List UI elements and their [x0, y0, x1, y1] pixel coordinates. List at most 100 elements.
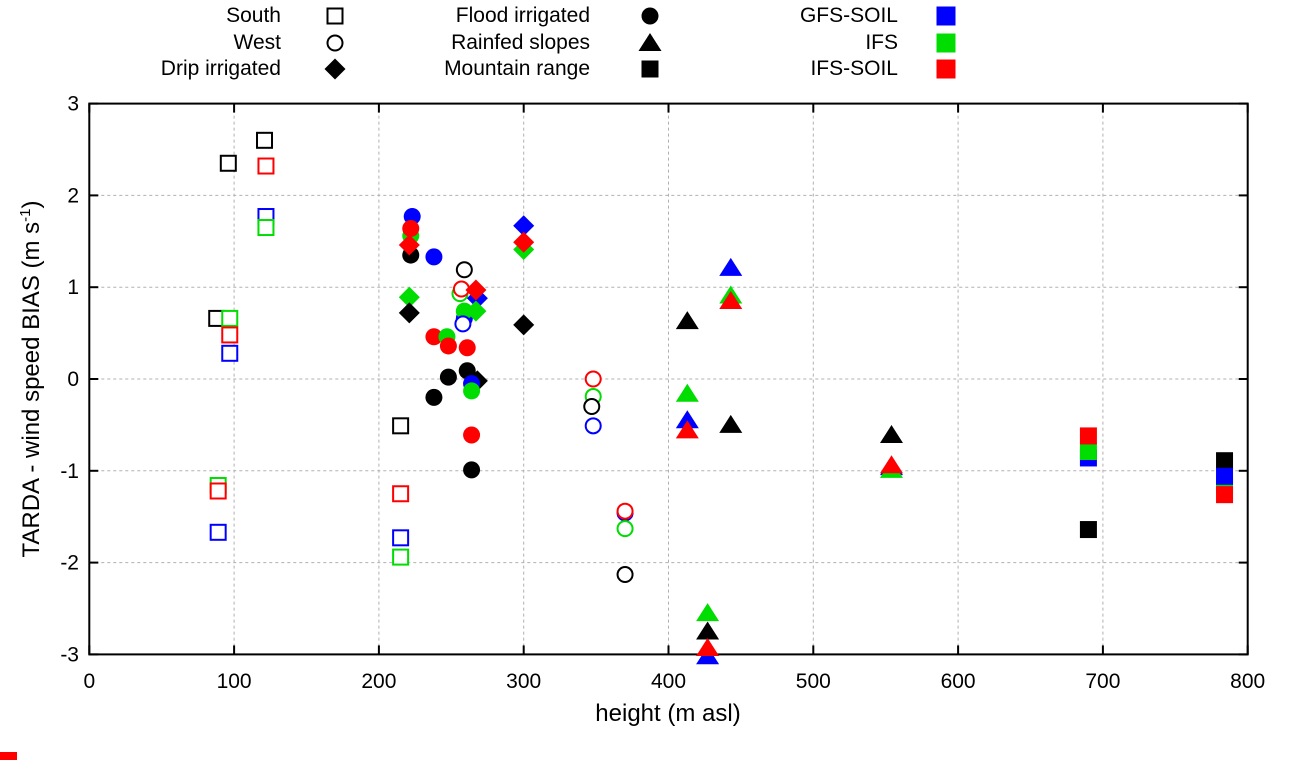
point-circle-red — [458, 339, 476, 357]
legend-marker-mountain-range — [633, 52, 667, 86]
legend-label-south: South — [226, 4, 281, 27]
legend-label-gfs-soil: GFS-SOIL — [799, 4, 898, 27]
point-square-red — [936, 59, 956, 79]
x-tick-label: 0 — [83, 670, 95, 693]
point-triangle-black — [719, 414, 743, 433]
x-tick-label: 400 — [651, 670, 686, 693]
y-tick-label: 2 — [67, 184, 79, 207]
y-tick-label: -2 — [60, 552, 79, 575]
point-triangle-black — [638, 33, 662, 51]
legend-marker-gfs-soil — [929, 0, 963, 33]
x-axis-title: height (m asl) — [595, 700, 741, 727]
point-triangle-blue — [719, 257, 743, 276]
ticks-layer — [88, 102, 1249, 656]
point-square-blue — [936, 6, 956, 26]
point-square-blue — [1216, 467, 1234, 485]
point-circle-black — [583, 398, 601, 416]
x-tick-label: 700 — [1085, 670, 1120, 693]
point-circle-red — [439, 337, 457, 355]
point-square-red — [1216, 486, 1234, 504]
legend-label-drip-irrigated: Drip irrigated — [160, 57, 281, 80]
point-circle-green — [463, 382, 481, 400]
x-tick-label: 500 — [796, 670, 831, 693]
point-square-red — [221, 326, 239, 344]
legend-label-mountain-range: Mountain range — [444, 57, 590, 80]
point-circle-black — [439, 368, 457, 386]
x-tick-label: 100 — [217, 670, 252, 693]
grid-layer — [89, 103, 1248, 655]
point-diamond-red — [465, 279, 487, 301]
point-circle-black — [326, 34, 344, 52]
point-triangle-red — [719, 290, 743, 309]
point-square-red — [392, 485, 410, 503]
point-triangle-black — [879, 424, 903, 443]
legend-label-west: West — [233, 31, 281, 54]
legend-marker-south — [318, 0, 352, 33]
point-square-black — [1216, 452, 1234, 470]
legend-marker-ifs-soil — [929, 52, 963, 86]
point-circle-black — [458, 362, 476, 380]
point-triangle-red — [675, 420, 699, 439]
point-circle-blue — [584, 417, 602, 435]
y-tick-label: 0 — [67, 368, 79, 391]
point-triangle-black — [696, 621, 720, 640]
point-triangle-green — [696, 603, 720, 622]
point-circle-green — [616, 520, 634, 538]
point-diamond-blue — [513, 215, 535, 237]
point-circle-black — [641, 7, 659, 25]
point-triangle-green — [675, 383, 699, 402]
point-circle-black — [425, 388, 443, 406]
point-square-green — [936, 33, 956, 53]
point-square-red — [209, 482, 227, 500]
point-circle-red — [402, 219, 420, 237]
point-circle-blue — [425, 248, 443, 266]
x-tick-label: 300 — [506, 670, 541, 693]
x-tick-label: 600 — [941, 670, 976, 693]
point-circle-green — [455, 302, 473, 320]
point-square-black — [326, 7, 344, 25]
points-layer — [208, 131, 1234, 665]
point-triangle-red — [879, 455, 903, 474]
legend-label-flood-irrigated: Flood irrigated — [455, 4, 590, 27]
point-circle-black — [616, 566, 634, 584]
y-tick-label: 3 — [67, 93, 79, 116]
point-triangle-blue — [675, 410, 699, 429]
point-square-red — [1079, 427, 1097, 445]
point-square-green — [1079, 443, 1097, 461]
x-tick-label: 200 — [361, 670, 396, 693]
legend-marker-drip-irrigated — [318, 52, 352, 86]
point-square-black — [392, 417, 410, 435]
point-square-red — [257, 157, 275, 175]
point-diamond-black — [513, 314, 535, 336]
point-circle-blue — [454, 315, 472, 333]
y-tick-label: -3 — [60, 643, 79, 666]
legend-marker-ifs — [929, 26, 963, 60]
point-square-green — [392, 548, 410, 566]
point-square-black — [219, 154, 237, 172]
point-square-green — [257, 219, 275, 237]
point-diamond-black — [324, 58, 346, 80]
point-square-blue — [209, 523, 227, 541]
point-diamond-green — [465, 300, 487, 322]
point-diamond-green — [398, 286, 420, 308]
point-circle-red — [616, 502, 634, 520]
point-diamond-red — [513, 231, 535, 253]
point-circle-red — [425, 328, 443, 346]
legend-marker-flood-irrigated — [633, 0, 667, 33]
y-tick-label: 1 — [67, 276, 79, 299]
point-circle-red — [584, 370, 602, 388]
x-tick-label: 800 — [1230, 670, 1265, 693]
point-square-green — [221, 309, 239, 327]
legend-label-ifs-soil: IFS-SOIL — [810, 57, 898, 80]
legend-marker-rainfed-slopes — [633, 26, 667, 60]
point-circle-black — [463, 461, 481, 479]
point-triangle-red — [696, 637, 720, 656]
y-tick-label: -1 — [60, 460, 79, 483]
point-square-black — [1079, 521, 1097, 539]
point-circle-red — [463, 426, 481, 444]
legend-label-ifs: IFS — [865, 31, 898, 54]
point-diamond-red — [398, 234, 420, 256]
legend-marker-west — [318, 26, 352, 60]
